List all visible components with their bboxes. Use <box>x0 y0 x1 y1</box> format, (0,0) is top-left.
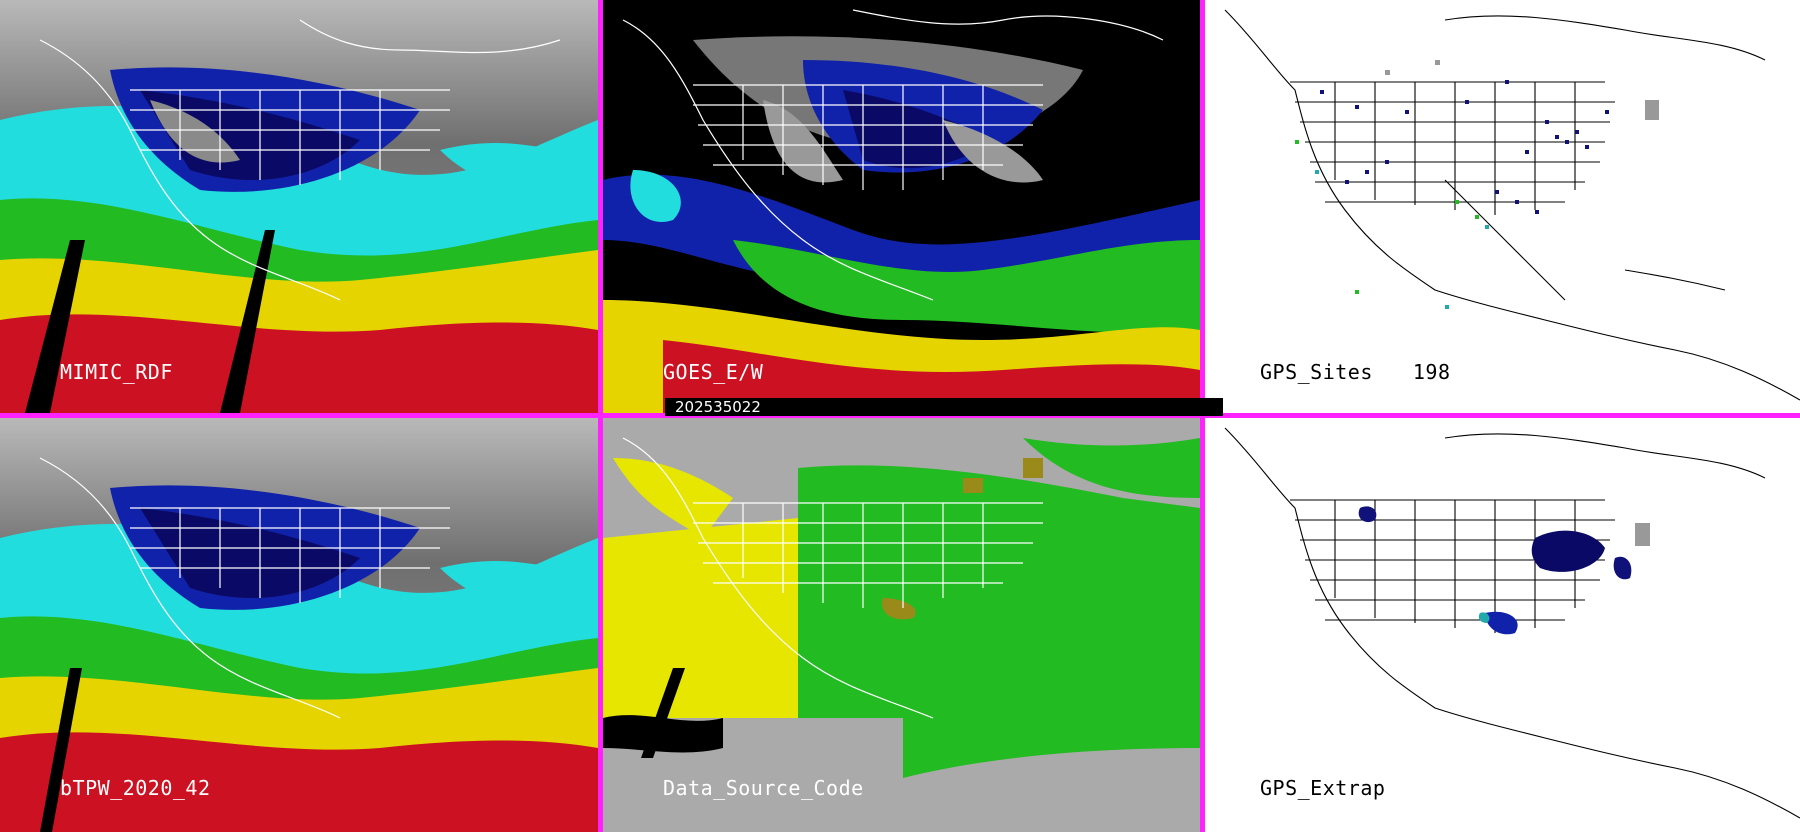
panel-label-goes: GOES_E/W <box>663 360 764 384</box>
goes-map <box>603 0 1200 413</box>
gps-sites-map <box>1205 0 1800 413</box>
gps-sites-title: GPS_Sites <box>1260 360 1373 384</box>
data-source-map <box>603 418 1200 832</box>
mimic-rdf-panel: MIMIC_RDF <box>0 0 598 413</box>
panel-label-mimic: MIMIC_RDF <box>60 360 173 384</box>
gps-sites-panel: GPS_Sites 198 <box>1205 0 1800 413</box>
panel-label-gps-extrap: GPS_Extrap <box>1260 776 1386 800</box>
panel-label-btpw: bTPW_2020_42 <box>60 776 211 800</box>
data-source-code-panel: Data_Source_Code <box>603 418 1200 832</box>
panel-label-gps-sites: GPS_Sites 198 <box>1260 360 1451 384</box>
btpw-panel: bTPW_2020_42 <box>0 418 598 832</box>
panel-label-data-source: Data_Source_Code <box>663 776 864 800</box>
gps-extrap-panel: GPS_Extrap <box>1205 418 1800 832</box>
timestamp-bar: 202535022 <box>665 398 1223 416</box>
gps-sites-count: 198 <box>1412 360 1451 384</box>
gps-extrap-map <box>1205 418 1800 832</box>
goes-panel: GOES_E/W <box>603 0 1200 413</box>
btpw-map <box>0 418 598 832</box>
mimic-rdf-map <box>0 0 598 413</box>
